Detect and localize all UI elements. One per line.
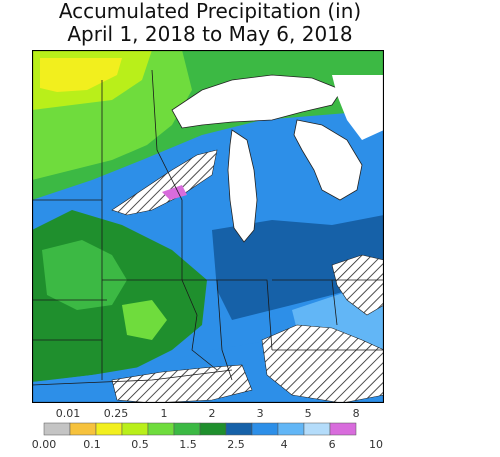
legend-top-label-6: 8 [353,407,360,420]
legend-bottom-label-6: 6 [329,438,336,451]
legend-bottom-label-4: 2.5 [227,438,245,451]
legend-swatch-7 [225,422,253,436]
legend-swatch-5 [173,422,201,436]
precipitation-map [31,49,385,404]
legend: 0.01 0.25 1 2 3 5 8 0.00 0.1 0.5 1.5 2.5 4 6 10 [32,398,384,453]
legend-top-label-4: 3 [257,407,264,420]
legend-svg: 0.01 0.25 1 2 3 5 8 0.00 0.1 0.5 1.5 2.5 4 6 10 [32,407,383,451]
legend-swatch-9 [277,422,305,436]
precip-zone-yellow [40,58,122,92]
precip-zone-dark-blue-east [212,215,384,320]
legend-bottom-label-7: 10 [369,438,383,451]
legend-bottom-label-5: 4 [281,438,288,451]
legend-bottom-label-0: 0.00 [32,438,56,451]
legend-top-label-0: 0.01 [56,407,81,420]
lake-superior [171,74,343,129]
legend-bottom-label-3: 1.5 [179,438,197,451]
legend-swatch-8 [251,422,279,436]
legend-top-label-3: 2 [209,407,216,420]
legend-bottom-label-1: 0.1 [83,438,101,451]
map-title: Accumulated Precipitation (in) April 1, … [0,0,420,46]
legend-swatch-3 [121,422,149,436]
map-svg [31,49,385,404]
legend-swatch-2 [95,422,123,436]
legend-bottom-label-2: 0.5 [131,438,149,451]
legend-swatch-4 [147,422,175,436]
legend-swatch-1 [69,422,97,436]
legend-top-label-5: 5 [305,407,312,420]
hatch-region-ohio [331,254,384,316]
legend-swatch-6 [199,422,227,436]
precip-zone-light-green-pocket [122,300,167,340]
legend-swatch-11 [329,422,357,436]
title-line-2: April 1, 2018 to May 6, 2018 [67,22,353,46]
state-boundaries [32,69,384,386]
legend-swatch-10 [303,422,331,436]
title-line-1: Accumulated Precipitation (in) [58,0,362,23]
hatch-region-wisconsin [111,149,218,216]
legend-top-label-2: 1 [161,407,168,420]
lake-region-north [332,75,384,140]
lake-huron [293,119,363,201]
hatch-region-south-west [111,364,253,403]
purple-spot [162,185,187,200]
lake-michigan [227,129,258,243]
map-frame [31,49,385,404]
legend-top-label-1: 0.25 [104,407,128,420]
hatch-region-kentucky [261,324,384,403]
legend-swatch-0 [43,422,71,436]
precip-zone-green-pocket [42,240,127,310]
